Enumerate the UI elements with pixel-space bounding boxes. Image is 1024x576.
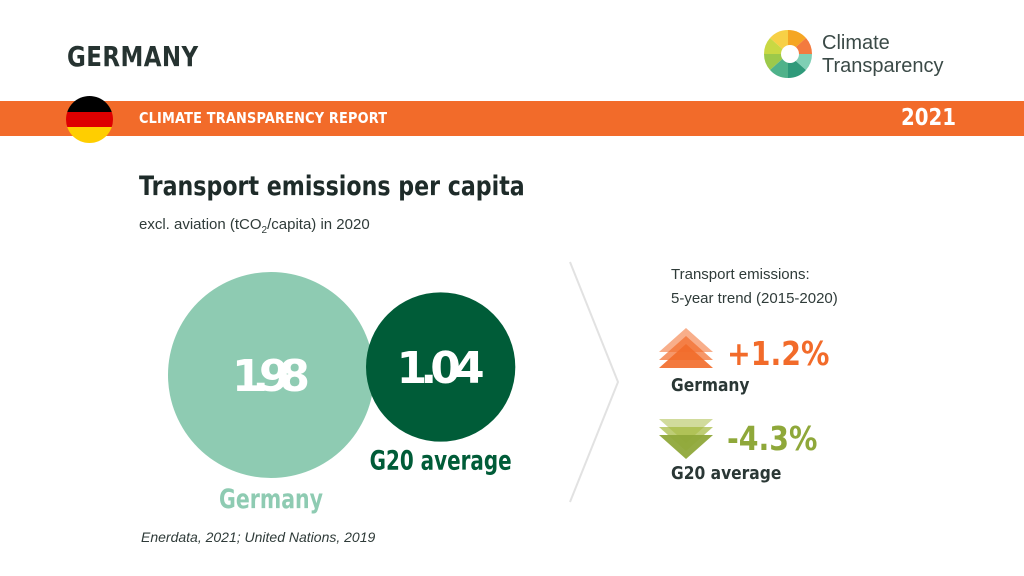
trend-up-arrow-icon: [659, 328, 713, 368]
logo-text: Climate Transparency: [822, 32, 944, 77]
country-title: GERMANY: [67, 40, 199, 73]
flag-stripe-3: [66, 127, 113, 143]
flag-stripe-2: [66, 111, 113, 128]
germany-flag-icon: [66, 96, 113, 143]
g20-trend-value: -4.3%: [727, 419, 818, 458]
bubble-value-g20-average: 1.04: [397, 343, 485, 394]
chart-subtitle: excl. aviation (tCO2/capita) in 2020: [139, 216, 370, 236]
bubble-germany: [168, 272, 374, 478]
climate-transparency-logo[interactable]: Climate Transparency: [760, 26, 980, 86]
bubble-value-germany: 1.98: [232, 351, 310, 402]
germany-trend-value: +1.2%: [727, 334, 830, 373]
chart-title: Transport emissions per capita: [139, 171, 525, 202]
flag-stripe-1: [66, 96, 113, 112]
chevron-divider-icon: [569, 261, 620, 503]
bubble-g20-average: [366, 292, 516, 442]
bubble-label-germany: Germany: [219, 484, 323, 515]
source-note: Enerdata, 2021; United Nations, 2019: [141, 529, 376, 545]
germany-trend-label: Germany: [671, 375, 750, 396]
banner-label: CLIMATE TRANSPARENCY REPORT: [139, 109, 388, 127]
bubble-chart: 1.98 Germany 1.04 G20 average: [168, 272, 516, 515]
banner-year: 2021: [900, 105, 956, 131]
trend-title: Transport emissions: 5-year trend (2015-…: [671, 266, 838, 307]
trend-down-arrow-icon: [659, 419, 713, 459]
g20-trend-label: G20 average: [671, 463, 782, 484]
report-banner: CLIMATE TRANSPARENCY REPORT 2021: [0, 101, 1024, 136]
bubble-label-g20-average: G20 average: [370, 446, 512, 477]
logo-mark-icon: [763, 29, 813, 79]
